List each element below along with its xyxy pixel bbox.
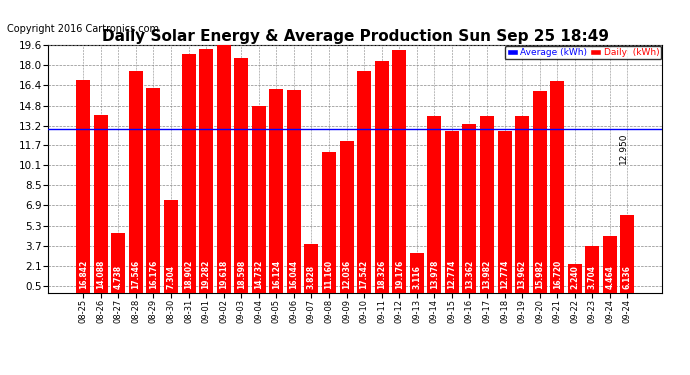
Bar — [445, 131, 459, 292]
Text: 14.732: 14.732 — [255, 260, 264, 289]
Text: 18.902: 18.902 — [184, 260, 193, 289]
Bar — [164, 200, 178, 292]
Bar — [146, 88, 161, 292]
Bar — [480, 116, 494, 292]
Text: 3.704: 3.704 — [588, 265, 597, 289]
Bar — [129, 71, 143, 292]
Bar — [76, 80, 90, 292]
Text: 15.982: 15.982 — [535, 260, 544, 289]
Bar — [392, 50, 406, 292]
Legend: Average (kWh), Daily  (kWh): Average (kWh), Daily (kWh) — [504, 46, 662, 59]
Text: 4.738: 4.738 — [114, 265, 123, 289]
Bar — [462, 124, 477, 292]
Text: 19.282: 19.282 — [201, 260, 210, 289]
Text: 4.464: 4.464 — [605, 265, 614, 289]
Text: Copyright 2016 Cartronics.com: Copyright 2016 Cartronics.com — [7, 24, 159, 34]
Bar — [620, 215, 635, 292]
Text: 19.176: 19.176 — [395, 260, 404, 289]
Text: 16.124: 16.124 — [272, 260, 281, 289]
Bar — [111, 232, 126, 292]
Bar — [217, 45, 230, 292]
Text: 17.546: 17.546 — [131, 260, 140, 289]
Text: 12.036: 12.036 — [342, 260, 351, 289]
Bar — [199, 49, 213, 292]
Text: 3.116: 3.116 — [413, 265, 422, 289]
Bar — [568, 264, 582, 292]
Bar — [375, 61, 388, 292]
Bar — [427, 116, 442, 292]
Bar — [515, 116, 529, 292]
Text: 19.618: 19.618 — [219, 260, 228, 289]
Text: 18.326: 18.326 — [377, 260, 386, 289]
Text: 7.304: 7.304 — [166, 265, 175, 289]
Text: 14.088: 14.088 — [97, 260, 106, 289]
Text: 12.950: 12.950 — [619, 133, 628, 164]
Text: 13.978: 13.978 — [430, 260, 439, 289]
Bar — [410, 253, 424, 292]
Bar — [181, 54, 195, 292]
Text: 13.982: 13.982 — [482, 260, 491, 289]
Bar — [533, 91, 546, 292]
Text: 17.542: 17.542 — [359, 260, 368, 289]
Bar — [603, 236, 617, 292]
Bar — [357, 71, 371, 292]
Text: 2.240: 2.240 — [571, 265, 580, 289]
Text: 11.160: 11.160 — [324, 260, 333, 289]
Text: 3.828: 3.828 — [307, 265, 316, 289]
Bar — [304, 244, 319, 292]
Bar — [234, 58, 248, 292]
Bar — [339, 141, 353, 292]
Text: 13.362: 13.362 — [465, 260, 474, 289]
Text: 6.136: 6.136 — [623, 265, 632, 289]
Bar — [252, 106, 266, 292]
Text: 13.962: 13.962 — [518, 260, 526, 289]
Bar — [585, 246, 600, 292]
Bar — [287, 90, 301, 292]
Text: 16.842: 16.842 — [79, 260, 88, 289]
Text: 16.044: 16.044 — [289, 260, 298, 289]
Text: 12.774: 12.774 — [500, 260, 509, 289]
Bar — [322, 152, 336, 292]
Text: 16.720: 16.720 — [553, 260, 562, 289]
Bar — [94, 115, 108, 292]
Text: 18.598: 18.598 — [237, 260, 246, 289]
Bar — [269, 89, 284, 292]
Bar — [497, 131, 511, 292]
Text: 16.176: 16.176 — [149, 260, 158, 289]
Title: Daily Solar Energy & Average Production Sun Sep 25 18:49: Daily Solar Energy & Average Production … — [102, 29, 609, 44]
Text: 12.774: 12.774 — [447, 260, 456, 289]
Bar — [550, 81, 564, 292]
